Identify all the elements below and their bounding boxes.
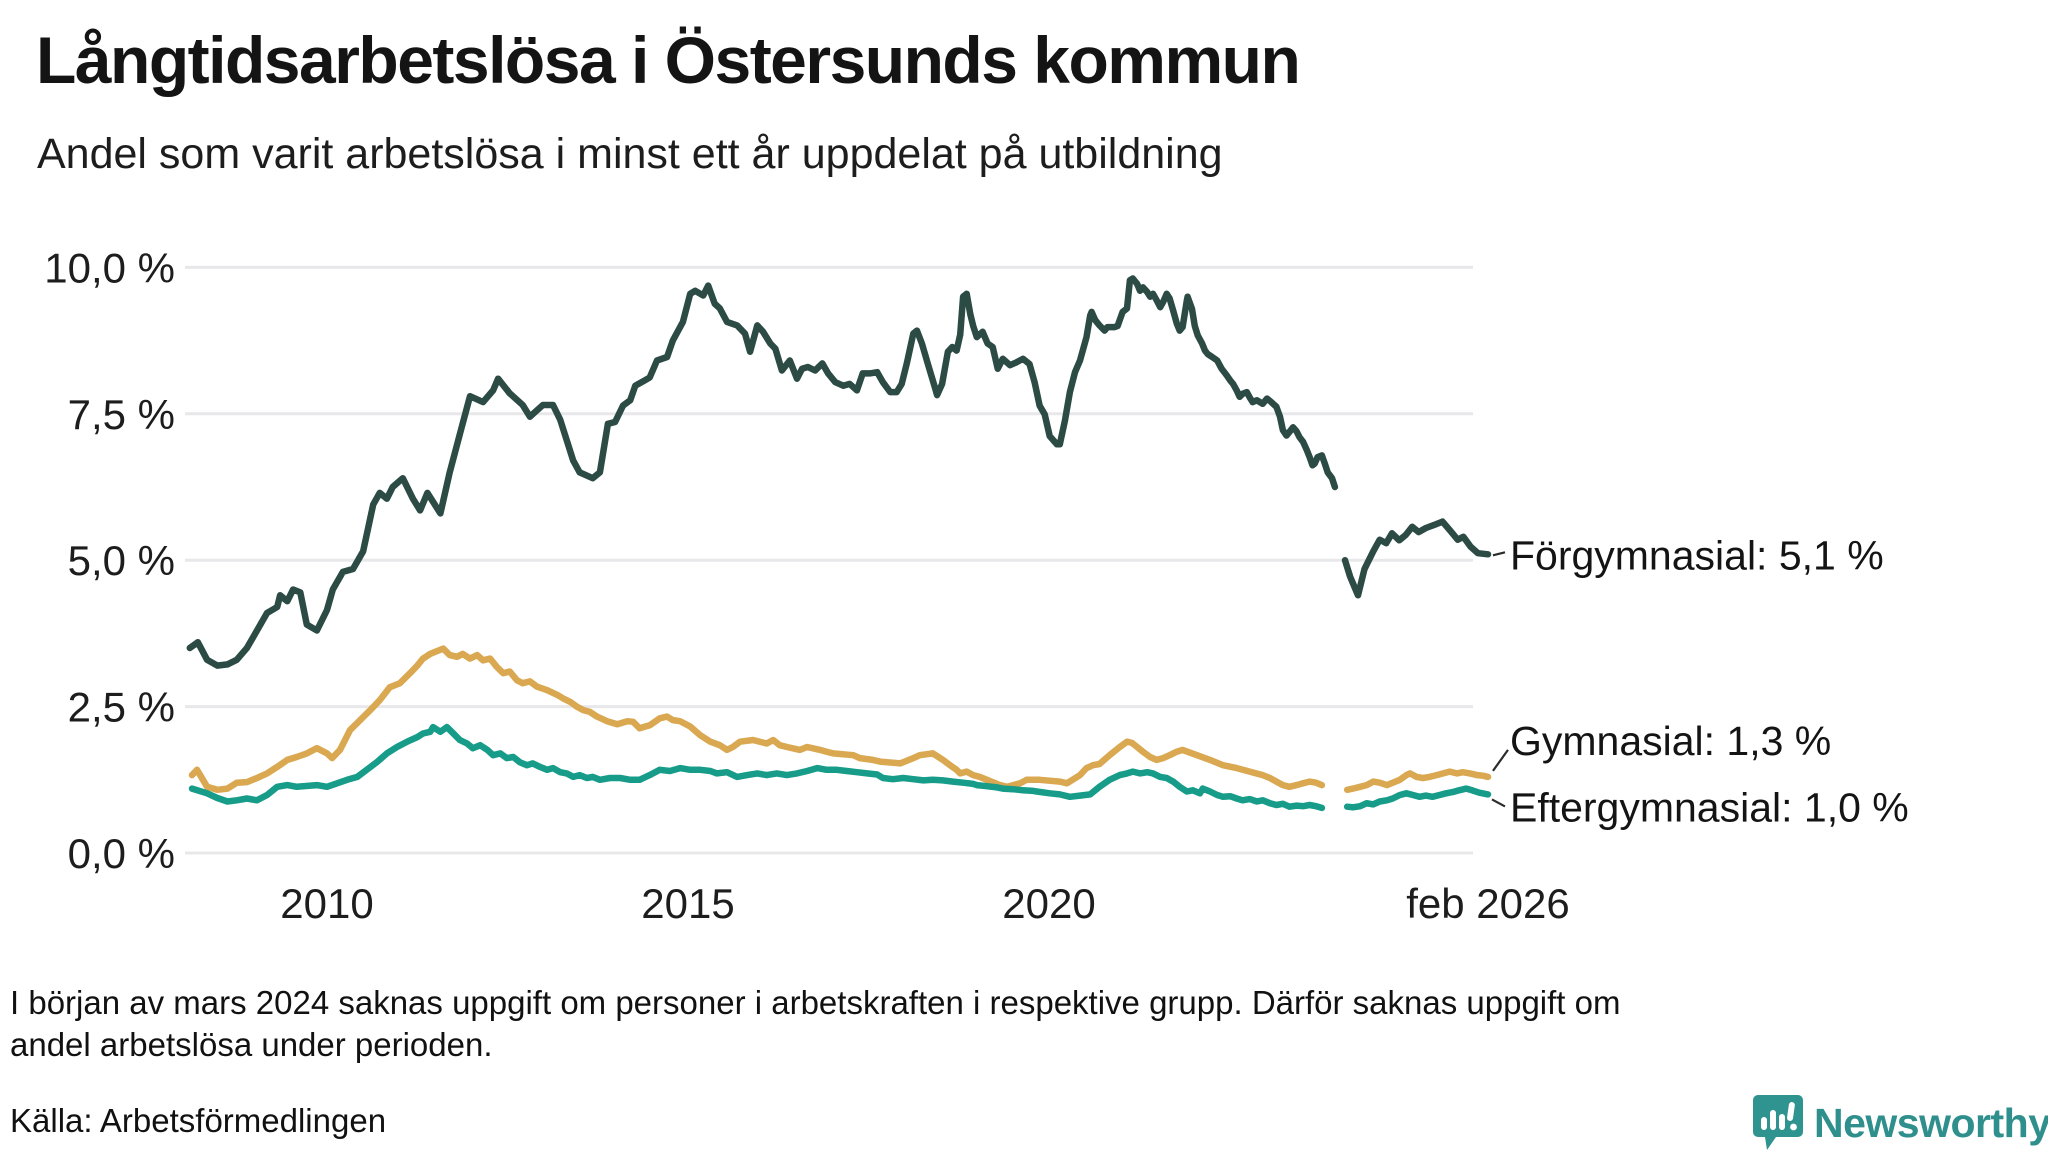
source-note: Källa: Arbetsförmedlingen — [10, 1102, 387, 1139]
x-axis-tick-label: 2015 — [641, 880, 734, 927]
label-leader-line-frgymnasial — [1492, 551, 1506, 557]
series-end-label-frgymnasial: Förgymnasial: 5,1 % — [1510, 532, 1884, 578]
y-axis-tick-label: 5,0 % — [68, 537, 175, 584]
series-line-frgymnasial — [186, 275, 1339, 669]
y-axis-tick-label: 7,5 % — [68, 391, 175, 438]
x-axis-tick-label: 2010 — [280, 880, 373, 927]
logo-bar-medium — [1779, 1114, 1785, 1130]
newsworthy-wordmark: Newsworthy — [1814, 1099, 2048, 1146]
chart-subtitle: Andel som varit arbetslösa i minst ett å… — [37, 130, 1223, 178]
series-line-gymnasial — [1343, 768, 1492, 794]
logo-bar-small — [1761, 1117, 1767, 1130]
logo-exclamation-dot — [1790, 1123, 1797, 1131]
footnote-line-1: I början av mars 2024 saknas uppgift om … — [10, 984, 1621, 1021]
newsworthy-logo-icon — [1753, 1095, 1803, 1150]
page-title: Långtidsarbetslösa i Östersunds kommun — [36, 23, 1301, 97]
series-line-gymnasial — [188, 645, 1326, 794]
y-axis-tick-label: 2,5 % — [68, 684, 175, 731]
series-line-eftergymnasial — [188, 723, 1326, 812]
chart-footnote: I början av mars 2024 saknas uppgift om … — [10, 982, 1621, 1066]
x-axis-tick-label: 2020 — [1002, 880, 1095, 927]
label-leader-line-eftergymnasial — [1491, 798, 1506, 808]
label-leader-line-gymnasial — [1492, 749, 1509, 772]
footnote-line-2: andel arbetslösa under perioden. — [10, 1026, 493, 1063]
y-axis-tick-label: 0,0 % — [68, 830, 175, 877]
series-line-frgymnasial — [1341, 518, 1492, 599]
logo-exclamation-bar — [1787, 1102, 1795, 1121]
y-axis-tick-label: 10,0 % — [44, 244, 175, 291]
series-line-eftergymnasial — [1343, 785, 1492, 811]
series-end-label-gymnasial: Gymnasial: 1,3 % — [1510, 718, 1831, 764]
series-end-label-eftergymnasial: Eftergymnasial: 1,0 % — [1510, 784, 1909, 830]
logo-bar-tall — [1770, 1110, 1776, 1130]
x-axis-tick-label: feb 2026 — [1406, 880, 1570, 927]
newsworthy-branding: Newsworthy — [1752, 1094, 2048, 1152]
